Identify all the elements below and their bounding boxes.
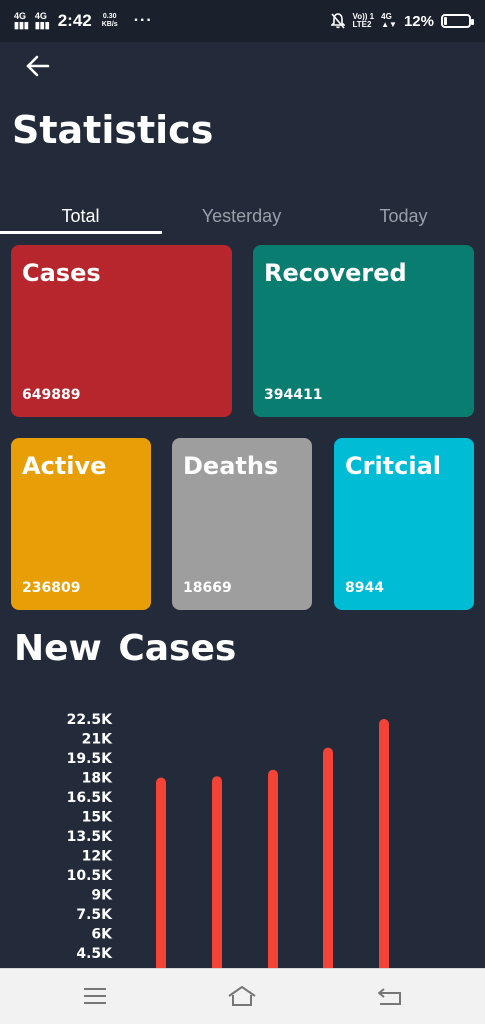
back-arrow-icon[interactable] [22, 50, 54, 82]
volte-indicator: Vo)) 1 LTE2 [352, 13, 374, 29]
status-bar: 4G ▮▮▮ 4G ▮▮▮ 2:42 0.30 KB/s ··· Vo)) 1 … [0, 0, 485, 42]
chart-bar [212, 776, 222, 968]
recovered-label: Recovered [264, 259, 407, 287]
active-card[interactable]: Active 236809 [11, 438, 151, 610]
chart-bar [379, 719, 389, 968]
tab-total[interactable]: Total [61, 206, 100, 226]
battery-level [444, 17, 448, 25]
lte-label: LTE2 [352, 20, 372, 29]
active-value: 236809 [22, 580, 81, 596]
signal-icon: 4G ▮▮▮ [14, 11, 29, 30]
y-tick-label: 19.5K [67, 751, 114, 767]
new-cases-title: New Cases [14, 628, 237, 669]
home-icon[interactable] [227, 983, 257, 1009]
speed-unit: KB/s [101, 21, 118, 28]
y-tick-label: 18K [82, 771, 113, 787]
cases-value: 649889 [22, 387, 81, 403]
signal-icon-2: 4G ▮▮▮ [34, 11, 50, 30]
critical-label: Critcial [345, 452, 442, 480]
recovered-card[interactable]: Recovered 394411 [253, 245, 474, 417]
y-tick-label: 13.5K [67, 829, 114, 845]
tab-today[interactable]: Today [379, 206, 428, 226]
y-tick-label: 10.5K [67, 868, 114, 884]
chart-bar [323, 747, 333, 968]
y-tick-label: 15K [82, 810, 113, 826]
clock: 2:42 [57, 11, 92, 30]
y-tick-label: 22.5K [67, 712, 114, 728]
back-icon[interactable] [375, 983, 405, 1009]
chart-bar [268, 769, 278, 968]
chart-bar [156, 777, 166, 968]
battery-percent: 12% [403, 12, 434, 30]
tab-bar: Total Yesterday Today [0, 206, 485, 236]
volte-label: Vo)) 1 [352, 12, 375, 21]
recovered-value: 394411 [264, 387, 323, 403]
deaths-card[interactable]: Deaths 18669 [172, 438, 312, 610]
y-tick-label: 6K [91, 927, 113, 943]
network-speed: 0.30 KB/s [102, 13, 118, 29]
critical-card[interactable]: Critcial 8944 [334, 438, 474, 610]
tab-indicator [0, 231, 162, 234]
y-tick-label: 7.5K [76, 907, 113, 923]
network-label-3: 4G [381, 12, 392, 21]
page-title: Statistics [12, 108, 214, 152]
y-tick-label: 16.5K [67, 790, 114, 806]
network-label-1: 4G [14, 11, 27, 21]
chart-canvas: 22.5K 21K 19.5K 18K 16.5K 15K 13.5K 12K 10.5K 9K 7… [67, 712, 389, 968]
menu-icon[interactable] [80, 983, 110, 1009]
speed-value: 0.30 [102, 13, 117, 20]
tab-yesterday[interactable]: Yesterday [201, 206, 282, 226]
network-label-2: 4G [34, 11, 47, 21]
y-tick-label: 9K [91, 888, 113, 904]
more-notifications-icon: ··· [133, 12, 153, 29]
cases-card[interactable]: Cases 649889 [11, 245, 232, 417]
battery-icon [441, 14, 474, 28]
deaths-label: Deaths [183, 452, 279, 480]
cases-label: Cases [22, 259, 101, 287]
y-tick-label: 4.5K [76, 946, 113, 962]
y-tick-label: 21K [82, 732, 113, 748]
bell-off-icon [331, 13, 346, 29]
y-tick-label: 12K [82, 849, 113, 865]
new-cases-chart: 22.5K 21K 19.5K 18K 16.5K 15K 13.5K 12K 10.5K 9K 7… [0, 700, 485, 968]
active-label: Active [22, 452, 107, 480]
data-indicator: 4G ▲▼ [381, 12, 397, 29]
critical-value: 8944 [345, 580, 384, 596]
deaths-value: 18669 [183, 580, 232, 596]
system-nav-bar [0, 968, 485, 1024]
